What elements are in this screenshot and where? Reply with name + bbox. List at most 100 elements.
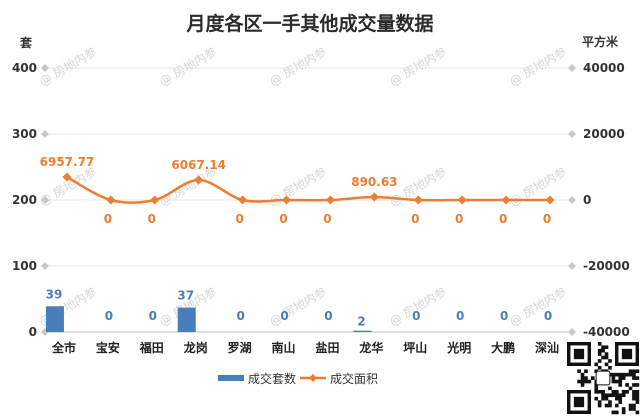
- qr-module: [635, 390, 640, 394]
- qr-module: [597, 366, 602, 370]
- qr-module: [632, 393, 636, 398]
- qr-module: [597, 359, 602, 363]
- category-label: 盐田: [315, 340, 339, 355]
- qr-module: [625, 383, 629, 387]
- bar-data-label: 0: [105, 309, 113, 323]
- category-label: 龙岗: [184, 340, 208, 355]
- qr-module: [615, 403, 619, 408]
- qr-module: [611, 393, 616, 398]
- qr-module: [601, 348, 605, 353]
- watermark-text: @ 房地内参: [266, 164, 329, 209]
- qr-module: [604, 403, 609, 408]
- qr-module: [621, 376, 626, 380]
- line-data-label: 0: [279, 212, 287, 226]
- line-data-label: 0: [148, 212, 156, 226]
- qr-module: [594, 386, 599, 391]
- line-point: [150, 195, 160, 205]
- qr-module: [628, 372, 633, 377]
- qr-module: [615, 396, 619, 401]
- bar-data-label: 0: [544, 309, 552, 323]
- qr-module: [608, 386, 612, 391]
- line-data-label: 0: [323, 212, 331, 226]
- line-data-label: 6957.77: [40, 155, 95, 169]
- qr-module: [635, 400, 640, 404]
- qr-module: [635, 369, 640, 374]
- qr-module: [594, 396, 599, 401]
- legend-line-label: 成交面积: [330, 371, 378, 386]
- qr-module: [615, 379, 619, 384]
- qr-module: [635, 393, 640, 398]
- qr-module: [604, 362, 609, 367]
- qr-module: [601, 393, 605, 398]
- qr-module: [635, 376, 640, 380]
- line-point: [545, 195, 555, 205]
- qr-module: [577, 369, 581, 374]
- qr-module: [615, 390, 619, 394]
- qr-module: [618, 372, 623, 377]
- qr-module: [577, 379, 581, 384]
- qr-module: [632, 396, 636, 401]
- qr-module: [611, 410, 616, 415]
- left-tick-marker: [41, 64, 49, 72]
- qr-module: [608, 403, 612, 408]
- category-label: 福田: [139, 340, 164, 355]
- watermark-text: @ 房地内参: [266, 44, 329, 89]
- right-tick-marker: [568, 130, 576, 138]
- category-label: 龙华: [359, 340, 383, 355]
- qr-module: [632, 369, 636, 374]
- legend-bar-swatch: [218, 375, 244, 381]
- line-point: [369, 192, 379, 202]
- qr-module: [580, 372, 585, 377]
- bar-data-label: 2: [357, 315, 365, 329]
- left-tick-label: 0: [29, 325, 37, 339]
- qr-module: [632, 390, 636, 394]
- bar: [45, 306, 64, 332]
- bar-data-label: 39: [46, 287, 63, 301]
- qr-module: [611, 379, 616, 384]
- qr-module: [580, 376, 585, 380]
- qr-module: [621, 390, 626, 394]
- qr-module: [597, 348, 602, 353]
- qr-module: [601, 355, 605, 360]
- qr-module: [632, 383, 636, 387]
- watermark-text: @ 房地内参: [506, 284, 569, 329]
- right-tick-marker: [568, 196, 576, 204]
- qr-module: [618, 383, 623, 387]
- bar-data-label: 0: [412, 309, 420, 323]
- line-point: [282, 195, 292, 205]
- qr-module: [632, 376, 636, 380]
- line-point: [106, 195, 116, 205]
- line-series: 6957.77 0 0 6067.14 0 0 0 890.63 0 0 0 0: [40, 155, 555, 226]
- right-tick-marker: [568, 328, 576, 336]
- qr-module: [594, 369, 599, 374]
- qr-module: [611, 390, 616, 394]
- qr-module: [632, 403, 636, 408]
- chart-title: 月度各区一手其他成交量数据: [185, 12, 433, 35]
- category-label: 南山: [272, 340, 296, 355]
- category-label: 大鹏: [491, 340, 515, 355]
- legend: 成交套数 成交面积: [218, 371, 378, 386]
- qr-module: [632, 407, 636, 411]
- qr-module: [621, 393, 626, 398]
- right-axis-unit: 平方米: [582, 34, 619, 49]
- line-point: [194, 175, 204, 185]
- qr-finder-core: [621, 348, 633, 360]
- qr-module: [621, 407, 626, 411]
- qr-finder-core: [573, 396, 585, 408]
- left-tick-label: 400: [12, 61, 37, 75]
- qr-module: [615, 410, 619, 415]
- watermark-layer: @ 房地内参 @ 房地内参 @ 房地内参 @ 房地内参 @ 房地内参 @ 房地内参 @ 房地…: [36, 44, 569, 329]
- bar-data-label: 0: [280, 309, 288, 323]
- line-point: [501, 195, 511, 205]
- bar-data-label: 0: [500, 309, 508, 323]
- qr-module: [618, 379, 623, 384]
- right-tick-label: 20000: [583, 127, 625, 141]
- qr-module: [604, 396, 609, 401]
- line-data-label: 0: [411, 212, 419, 226]
- line-point: [325, 195, 335, 205]
- line-data-label: 0: [499, 212, 507, 226]
- watermark-text: @ 房地内参: [266, 284, 329, 329]
- line-point: [413, 195, 423, 205]
- qr-module: [597, 403, 602, 408]
- left-axis-unit: 套: [19, 35, 33, 50]
